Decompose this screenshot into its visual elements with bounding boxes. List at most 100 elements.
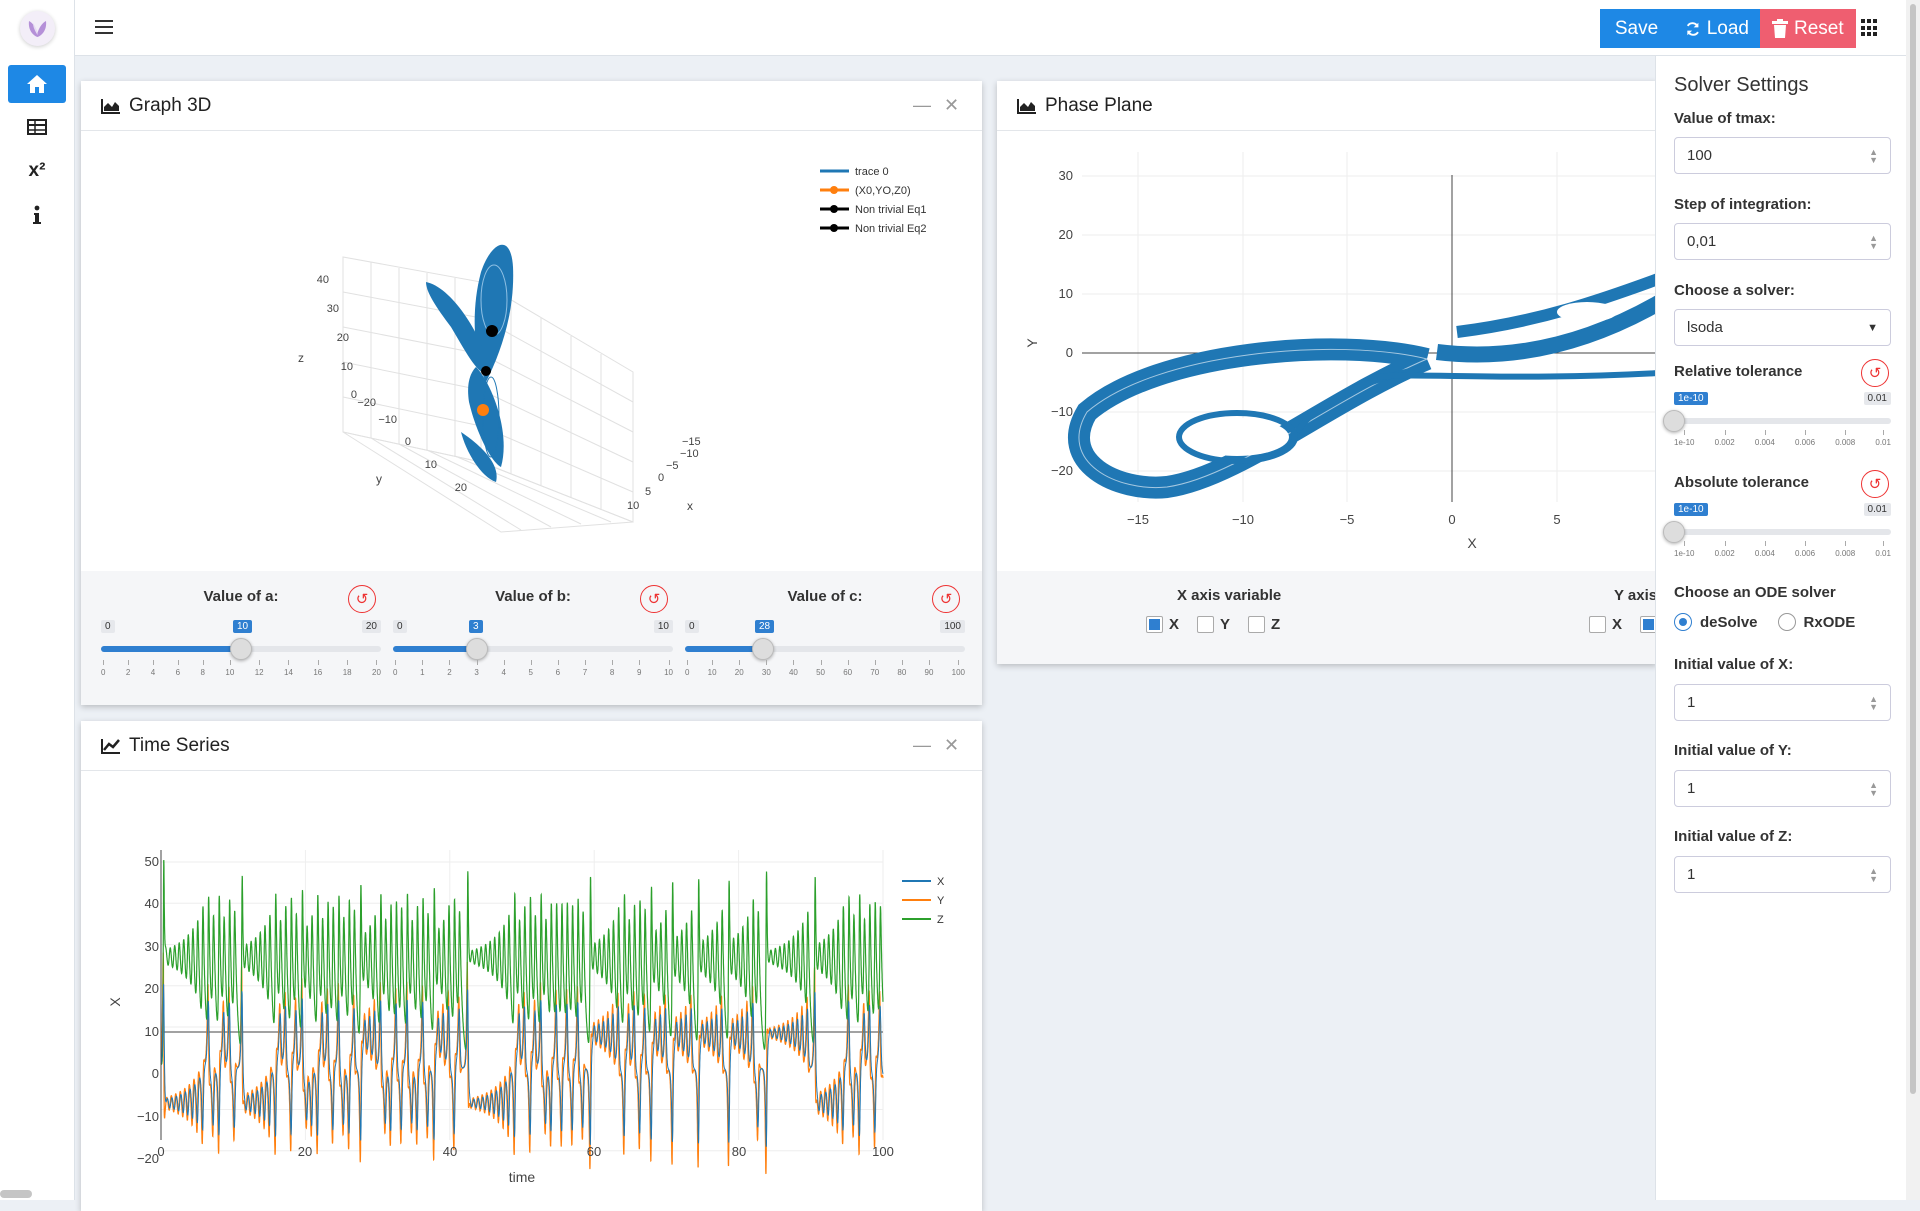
z-tick: 0 [351, 389, 357, 401]
spinner-icon[interactable]: ▲ ▼ [1869, 233, 1878, 251]
load-label: Load [1706, 17, 1749, 39]
slider-track[interactable] [393, 646, 673, 652]
slider-tick: 10 [225, 660, 234, 677]
reset-rtol-icon[interactable]: ↺ [1861, 359, 1889, 387]
checkbox-x[interactable] [1146, 616, 1163, 633]
graph3d-plot[interactable]: 40 30 20 10 0 −20 −10 0 10 20 −15 −10 −5… [81, 132, 982, 572]
radio-rxode[interactable] [1777, 613, 1796, 631]
z0-value: 1 [1687, 866, 1696, 883]
checkbox-label: Y [1220, 616, 1231, 633]
reset-a-icon[interactable]: ↺ [348, 585, 376, 613]
y-tick: 10 [145, 1024, 159, 1039]
slider-tick: 70 [870, 660, 879, 677]
y-axis-label: y [376, 472, 382, 486]
legend-item[interactable]: Y [937, 895, 945, 907]
legend-item[interactable]: Non trivial Eq2 [855, 223, 927, 235]
slider-tick: 40 [789, 660, 798, 677]
slider-max: 20 [361, 620, 381, 633]
nav-info[interactable] [8, 196, 66, 234]
reset-button[interactable]: Reset [1760, 9, 1856, 48]
slider-tick: 0.008 [1835, 541, 1855, 558]
spinner-icon[interactable]: ▲ ▼ [1869, 866, 1878, 884]
radio-desolve[interactable] [1674, 613, 1692, 631]
nav-table[interactable] [8, 108, 66, 146]
ode-radio-group: deSolve RxODE [1674, 613, 1855, 631]
ode-option-desolve[interactable]: deSolve [1674, 613, 1758, 631]
x0-label: Initial value of X: [1674, 656, 1794, 673]
slider-value: 1e-10 [1674, 392, 1708, 405]
slider-handle[interactable] [466, 638, 488, 660]
sidebar: x² [0, 0, 75, 1200]
y-option-x[interactable]: X [1589, 616, 1622, 633]
app-logo[interactable] [20, 11, 55, 46]
nav-equations[interactable]: x² [8, 152, 66, 190]
close-icon[interactable]: ✕ [944, 95, 960, 115]
x0-input[interactable]: 1 ▲ ▼ [1674, 684, 1891, 721]
checkbox-z[interactable] [1248, 616, 1266, 633]
y-axis-variable-label: Y axis [1614, 587, 1657, 604]
step-input[interactable]: 0,01 ▲ ▼ [1674, 223, 1891, 260]
slider-fill [685, 646, 763, 652]
legend-item[interactable]: Non trivial Eq1 [855, 204, 927, 216]
minimize-icon[interactable]: — [913, 735, 931, 755]
legend-item[interactable]: Z [937, 914, 944, 926]
checkbox-y[interactable] [1197, 616, 1215, 633]
x-option-z[interactable]: Z [1248, 616, 1280, 633]
slider-track[interactable] [685, 646, 965, 652]
slider-tick: 4 [151, 660, 155, 677]
spinner-icon[interactable]: ▲ ▼ [1869, 694, 1878, 712]
x-tick: 100 [872, 1144, 894, 1159]
tmax-input[interactable]: 100 ▲ ▼ [1674, 137, 1891, 174]
slider-track[interactable] [1674, 529, 1891, 535]
solver-select[interactable]: lsoda ▼ [1674, 309, 1891, 346]
spinner-icon[interactable]: ▲ ▼ [1869, 147, 1878, 165]
legend-item[interactable]: X [937, 876, 945, 888]
y-tick: −20 [137, 1151, 159, 1166]
phase-plane-plot[interactable]: 30 20 10 0 −10 −20 −15 −10 −5 0 5 X Y [997, 132, 1657, 572]
slider-tick: 2 [126, 660, 130, 677]
x-axis-label: X [1467, 535, 1477, 551]
reset-c-icon[interactable]: ↺ [932, 585, 960, 613]
z0-input[interactable]: 1 ▲ ▼ [1674, 856, 1891, 893]
y-tick: 20 [455, 482, 467, 494]
slider-handle[interactable] [752, 638, 774, 660]
x-tick: 60 [587, 1144, 601, 1159]
legend-item[interactable]: (X0,YO,Z0) [855, 185, 911, 197]
minimize-icon[interactable]: — [913, 95, 931, 115]
legend-item[interactable]: trace 0 [855, 166, 889, 178]
apps-grid-icon[interactable] [1861, 19, 1879, 37]
solver-label: Choose a solver: [1674, 282, 1795, 299]
time-series-plot[interactable]: 50 40 30 20 10 0 −10 −20 0 20 40 60 80 1… [81, 772, 982, 1211]
z-tick: 10 [341, 361, 353, 373]
x-tick: 80 [732, 1144, 746, 1159]
ode-option-rxode[interactable]: RxODE [1777, 613, 1855, 631]
graph3d-controls: Value of a: ↺ 0 20 10 0 2 4 6 8 10 12 14 16 18 20 … [81, 571, 982, 705]
slider-handle[interactable] [1663, 410, 1685, 432]
x-option-x[interactable]: X [1146, 616, 1179, 633]
reset-b-icon[interactable]: ↺ [640, 585, 668, 613]
x-tick: 0 [658, 472, 664, 484]
spinner-icon[interactable]: ▲ ▼ [1869, 780, 1878, 798]
checkbox-x[interactable] [1589, 616, 1606, 633]
x-option-y[interactable]: Y [1197, 616, 1230, 633]
area-chart-icon [101, 98, 120, 114]
y-tick: 0 [152, 1066, 159, 1081]
load-button[interactable]: Load [1673, 9, 1761, 48]
vertical-scrollbar[interactable] [1906, 0, 1920, 1200]
slider-a: Value of a: ↺ 0 20 10 0 2 4 6 8 10 12 14 16 18 20 [101, 571, 381, 701]
slider-tick: 9 [637, 660, 641, 677]
horizontal-scrollbar[interactable] [0, 1190, 32, 1198]
y-axis-label: X [107, 997, 123, 1007]
y0-input[interactable]: 1 ▲ ▼ [1674, 770, 1891, 807]
nav-home[interactable] [8, 65, 66, 103]
save-button[interactable]: Save [1600, 9, 1673, 48]
slider-handle[interactable] [1663, 521, 1685, 543]
rtol-slider: 1e-10 0.01 1e-10 0.002 0.004 0.006 0.008 0.01 [1663, 392, 1891, 452]
slider-tick: 1e-10 [1674, 541, 1694, 558]
slider-track[interactable] [1674, 418, 1891, 424]
reset-atol-icon[interactable]: ↺ [1861, 470, 1889, 498]
slider-handle[interactable] [230, 638, 252, 660]
menu-toggle-icon[interactable] [95, 18, 113, 36]
y-tick: 30 [1059, 168, 1073, 183]
close-icon[interactable]: ✕ [944, 735, 960, 755]
